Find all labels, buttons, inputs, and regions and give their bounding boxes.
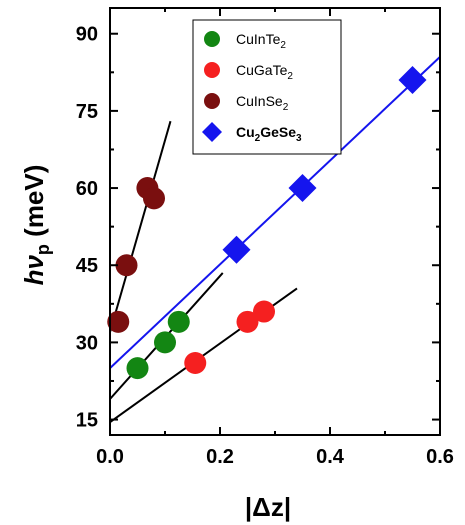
- point-s1-0: [184, 351, 207, 374]
- point-s0-0: [126, 357, 149, 380]
- legend-marker-3: [202, 122, 222, 142]
- fit-line-2: [109, 120, 172, 333]
- x-tick-label-2: 0.4: [316, 446, 345, 468]
- point-s0-2: [167, 310, 190, 333]
- legend-label-1-sub: 2: [287, 71, 293, 82]
- y-axis-title-sub: p: [33, 244, 53, 255]
- y-tick-label-0: 15: [76, 410, 98, 432]
- legend-label-3-part-3: 3: [296, 133, 302, 144]
- y-axis-title: hνp (meV): [19, 165, 53, 286]
- point-s2-0: [107, 310, 130, 333]
- legend-label-3-part-0: Cu: [236, 124, 255, 140]
- point-s3-1: [288, 174, 317, 203]
- x-tick-label-0: 0.0: [96, 446, 124, 468]
- x-tick-label-3: 0.6: [426, 446, 454, 468]
- y-axis-title-main: hν: [19, 255, 49, 286]
- legend-label-3: Cu2GeSe3: [236, 124, 302, 144]
- legend-marker-1: [204, 62, 220, 78]
- x-axis-title: |Δz|: [245, 492, 291, 522]
- point-s0-1: [154, 331, 176, 354]
- x-tick-label-1: 0.2: [206, 446, 234, 468]
- y-axis-title-unit: (meV): [19, 165, 49, 244]
- legend-marker-0: [204, 31, 220, 47]
- legend-label-0-base: CuInTe: [236, 31, 281, 47]
- y-tick-label-3: 60: [76, 178, 98, 200]
- legend-label-0-sub: 2: [280, 40, 286, 51]
- point-s1-1: [236, 310, 259, 333]
- legend-label-3-part-2: GeSe: [260, 124, 296, 140]
- axis-ticks: 0.0 0.2 0.4 0.6 15 30 45 60 75 90: [76, 8, 454, 468]
- legend-label-2-sub: 2: [283, 102, 289, 113]
- legend-label-3-part-1: 2: [255, 133, 261, 144]
- y-tick-label-1: 30: [76, 332, 98, 354]
- fit-line-3: [109, 56, 441, 369]
- legend-label-2: CuInSe2: [236, 93, 289, 113]
- legend-label-2-base: CuInSe: [236, 93, 283, 109]
- point-s3-0: [222, 235, 251, 264]
- plot-content: [107, 56, 441, 423]
- legend-label-1-base: CuGaTe: [236, 62, 288, 78]
- point-s1-2: [253, 300, 275, 323]
- y-tick-label-5: 90: [76, 24, 98, 46]
- legend-label-1: CuGaTe2: [236, 62, 293, 82]
- point-s3-2: [398, 66, 427, 95]
- legend-marker-2: [204, 93, 220, 109]
- legend-label-0: CuInTe2: [236, 31, 286, 51]
- y-tick-label-4: 75: [76, 101, 98, 123]
- y-tick-label-2: 45: [76, 255, 98, 277]
- point-s2-1: [115, 254, 138, 277]
- point-s2-3: [143, 187, 165, 210]
